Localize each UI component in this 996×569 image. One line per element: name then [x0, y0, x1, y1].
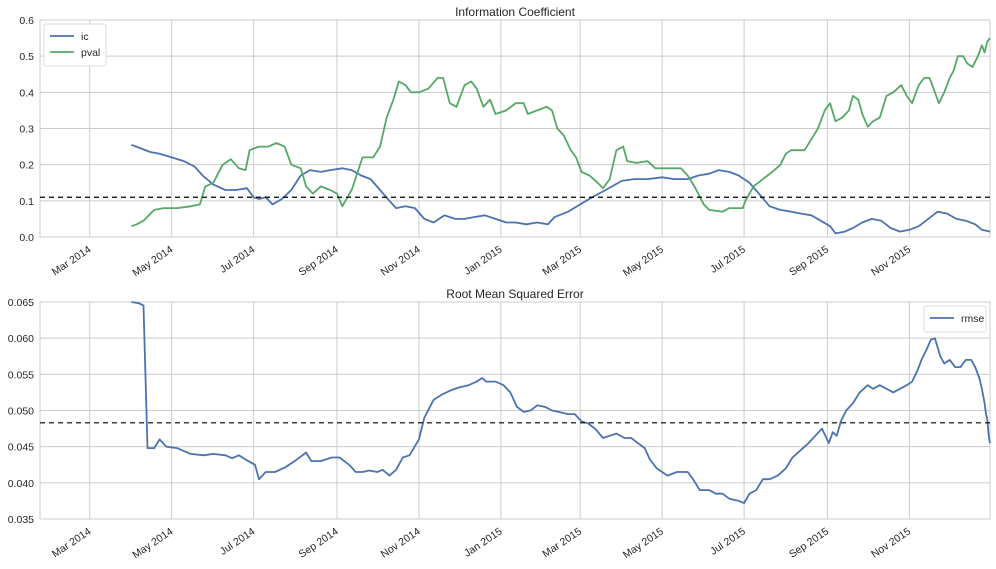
series-line-ic — [131, 143, 991, 235]
y-tick-label: 0.035 — [8, 514, 34, 526]
x-tick-label: Jan 2015 — [462, 525, 505, 559]
x-tick-label: Mar 2015 — [540, 243, 584, 278]
x-tick-label: Mar 2014 — [50, 243, 94, 278]
series-line-pval — [131, 37, 991, 228]
legend-label-ic: ic — [81, 31, 89, 43]
x-tick-label: May 2015 — [621, 525, 666, 561]
y-tick-label: 0.0 — [19, 232, 34, 244]
chart-title: Root Mean Squared Error — [446, 287, 583, 301]
legend-box — [43, 23, 107, 67]
x-tick-label: Sep 2014 — [297, 525, 341, 560]
y-tick-label: 0.065 — [8, 297, 34, 309]
y-tick-label: 0.2 — [19, 160, 34, 172]
y-tick-label: 0.040 — [8, 478, 34, 490]
y-tick-label: 0.060 — [8, 333, 34, 345]
y-tick-label: 0.050 — [8, 406, 34, 418]
chart-title: Information Coefficient — [455, 5, 576, 19]
x-tick-label: May 2014 — [130, 243, 175, 279]
y-tick-label: 0.1 — [19, 196, 34, 208]
x-tick-label: Nov 2015 — [869, 243, 913, 278]
x-tick-label: Jul 2015 — [708, 243, 748, 275]
x-tick-label: Sep 2014 — [297, 243, 341, 278]
y-tick-label: 0.3 — [19, 124, 34, 136]
series-line-rmse — [131, 301, 991, 504]
y-tick-label: 0.4 — [19, 87, 34, 99]
x-tick-label: Jul 2014 — [218, 525, 258, 557]
chart-panel-2: 0.035 0.040 0.045 0.050 0.055 0.060 0.065 Mar 2… — [8, 287, 991, 561]
y-tick-label: 0.5 — [19, 51, 34, 63]
x-tick-label: Mar 2014 — [50, 525, 94, 560]
legend: rmse — [923, 305, 987, 333]
x-tick-label: Mar 2015 — [540, 525, 584, 560]
x-tick-label: Nov 2015 — [869, 525, 913, 560]
y-tick-label: 0.045 — [8, 442, 34, 454]
x-tick-label: May 2014 — [130, 525, 175, 561]
y-tick-label: 0.055 — [8, 369, 34, 381]
x-tick-label: May 2015 — [621, 243, 666, 279]
x-tick-label: Sep 2015 — [787, 243, 831, 278]
x-tick-label: Jan 2015 — [462, 243, 505, 277]
x-tick-label: Nov 2014 — [379, 525, 423, 560]
legend-label-pval: pval — [81, 47, 100, 59]
legend: ic pval — [43, 23, 107, 67]
legend-label-rmse: rmse — [961, 313, 984, 325]
legend-box — [923, 305, 987, 333]
chart-panel-1: 0.0 0.1 0.2 0.3 0.4 0.5 0.6 Mar 2014 May 2014 Jul… — [19, 5, 991, 279]
x-tick-label: Nov 2014 — [379, 243, 423, 278]
y-tick-label: 0.6 — [19, 15, 34, 27]
x-tick-label: Jul 2015 — [708, 525, 748, 557]
x-tick-label: Jul 2014 — [218, 243, 258, 275]
x-tick-label: Sep 2015 — [787, 525, 831, 560]
